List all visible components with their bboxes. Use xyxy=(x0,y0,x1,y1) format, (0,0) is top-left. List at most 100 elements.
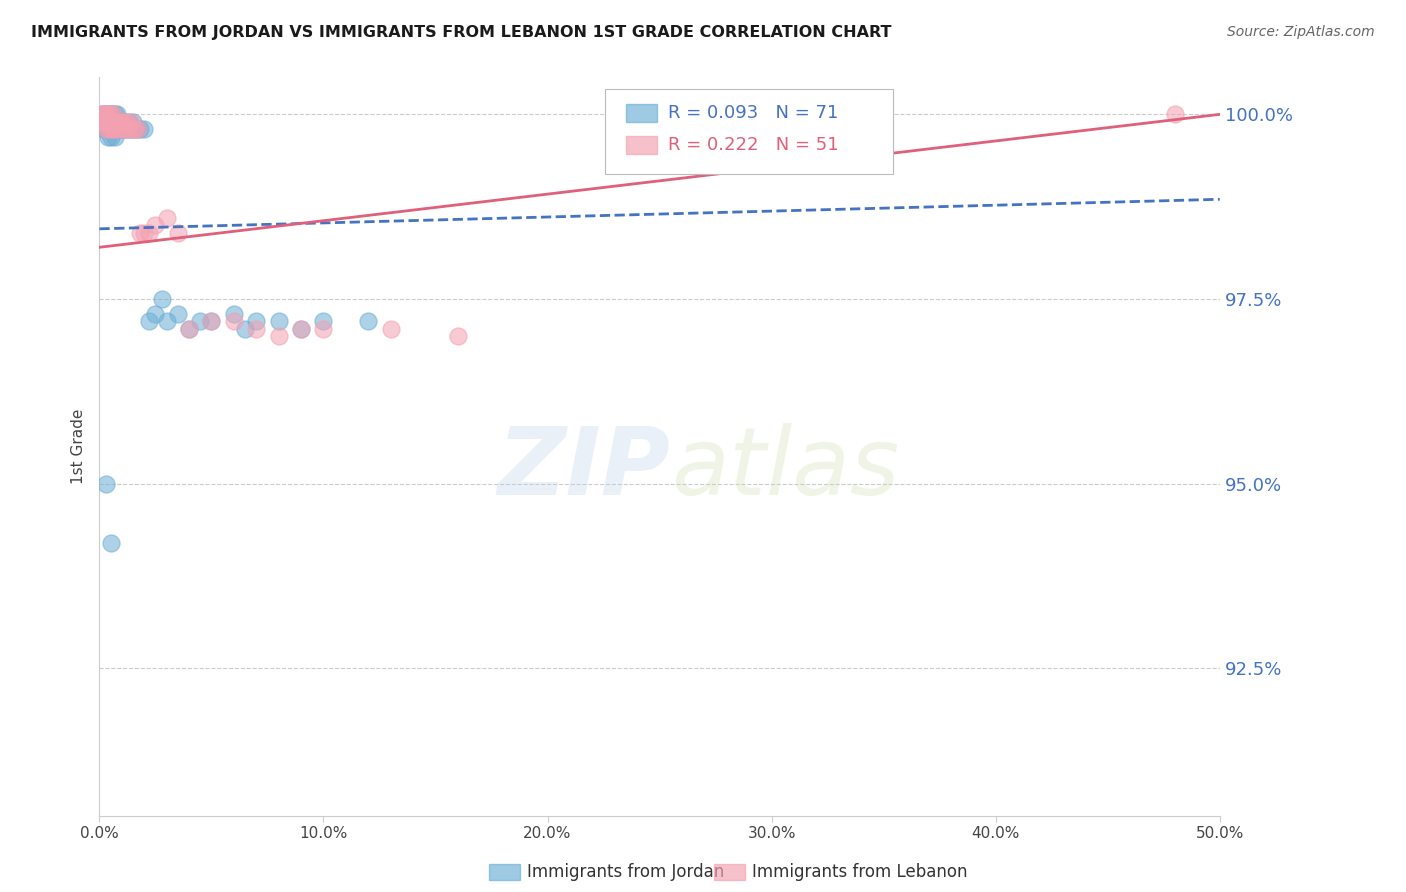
Point xyxy=(156,211,179,225)
Point xyxy=(127,122,149,136)
Point xyxy=(145,307,167,321)
Point xyxy=(100,107,122,121)
Point xyxy=(177,321,200,335)
Point xyxy=(93,122,115,136)
Point xyxy=(222,307,245,321)
Point xyxy=(120,114,142,128)
Point xyxy=(93,114,115,128)
Point xyxy=(96,122,118,136)
Text: Immigrants from Jordan: Immigrants from Jordan xyxy=(527,863,724,881)
Point xyxy=(96,114,118,128)
Point xyxy=(117,114,139,128)
Point xyxy=(97,122,120,136)
Point xyxy=(150,292,173,306)
Point xyxy=(128,122,150,136)
Point xyxy=(97,114,120,128)
Point xyxy=(97,107,120,121)
Point xyxy=(96,114,118,128)
Point xyxy=(100,129,122,144)
Point xyxy=(96,476,118,491)
Point xyxy=(128,226,150,240)
Point xyxy=(104,129,127,144)
Point xyxy=(177,321,200,335)
Point xyxy=(90,107,112,121)
Point xyxy=(96,114,118,128)
Point xyxy=(124,122,146,136)
Point xyxy=(156,314,179,328)
Point xyxy=(104,122,127,136)
Point xyxy=(90,114,112,128)
Point xyxy=(100,122,122,136)
Point xyxy=(134,226,156,240)
Point xyxy=(290,321,312,335)
Point xyxy=(134,122,156,136)
Point xyxy=(111,114,134,128)
Point xyxy=(115,114,138,128)
Point xyxy=(447,329,470,343)
Point xyxy=(380,321,402,335)
Point xyxy=(117,122,139,136)
Point xyxy=(312,321,335,335)
Point xyxy=(93,114,115,128)
Point xyxy=(117,122,139,136)
Point xyxy=(312,314,335,328)
Point xyxy=(105,114,128,128)
Point xyxy=(104,114,127,128)
Text: Immigrants from Lebanon: Immigrants from Lebanon xyxy=(752,863,967,881)
Point xyxy=(111,114,134,128)
Point xyxy=(200,314,222,328)
Point xyxy=(96,107,118,121)
Text: IMMIGRANTS FROM JORDAN VS IMMIGRANTS FROM LEBANON 1ST GRADE CORRELATION CHART: IMMIGRANTS FROM JORDAN VS IMMIGRANTS FRO… xyxy=(31,25,891,40)
Point xyxy=(108,122,131,136)
Point xyxy=(138,314,160,328)
Point xyxy=(100,535,122,549)
Point xyxy=(145,218,167,232)
Point xyxy=(108,114,131,128)
Point xyxy=(97,122,120,136)
Y-axis label: 1st Grade: 1st Grade xyxy=(72,409,86,484)
Point xyxy=(105,114,128,128)
Point xyxy=(96,114,118,128)
Point xyxy=(267,314,290,328)
Point xyxy=(101,114,124,128)
Point xyxy=(115,122,138,136)
Point xyxy=(222,314,245,328)
Point xyxy=(97,107,120,121)
Point xyxy=(111,122,134,136)
Point xyxy=(200,314,222,328)
Point xyxy=(112,114,135,128)
Point xyxy=(104,122,127,136)
Point xyxy=(101,114,124,128)
Point xyxy=(122,114,145,128)
Point xyxy=(90,107,112,121)
Text: ZIP: ZIP xyxy=(498,423,671,515)
Point xyxy=(111,114,134,128)
Point xyxy=(138,226,160,240)
Point xyxy=(100,107,122,121)
Point xyxy=(104,114,127,128)
Point xyxy=(96,107,118,121)
Point xyxy=(101,107,124,121)
Point xyxy=(122,122,145,136)
Text: Source: ZipAtlas.com: Source: ZipAtlas.com xyxy=(1227,25,1375,39)
Point xyxy=(357,314,380,328)
Text: R = 0.093   N = 71: R = 0.093 N = 71 xyxy=(668,104,838,122)
Point xyxy=(97,129,120,144)
Point xyxy=(111,122,134,136)
Point xyxy=(108,114,131,128)
Point xyxy=(115,122,138,136)
Point xyxy=(101,114,124,128)
Point xyxy=(105,122,128,136)
Point xyxy=(245,314,267,328)
Point xyxy=(100,122,122,136)
Point xyxy=(96,114,118,128)
Point xyxy=(96,107,118,121)
Point xyxy=(188,314,211,328)
Point xyxy=(101,122,124,136)
Point xyxy=(115,114,138,128)
Point xyxy=(104,114,127,128)
Point xyxy=(124,122,146,136)
Point xyxy=(100,114,122,128)
Point xyxy=(93,107,115,121)
Point xyxy=(100,114,122,128)
